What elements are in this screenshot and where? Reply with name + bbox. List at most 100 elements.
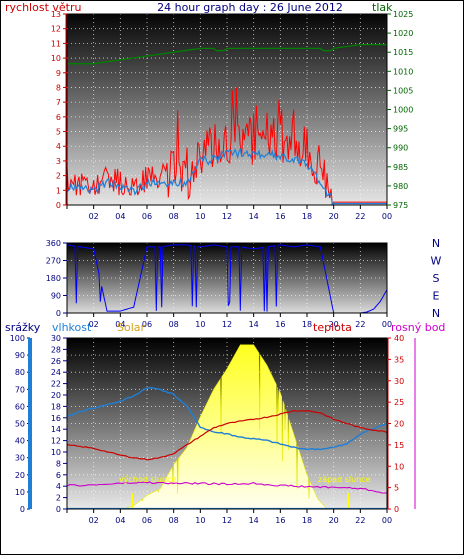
x-tick-label: 18 — [302, 212, 312, 221]
y-tick-label-wind: 13 — [51, 10, 61, 19]
direction-letter: E — [433, 290, 440, 303]
x-tick-label: 00 — [382, 516, 392, 525]
precipitation-axis-label: srážky — [5, 321, 41, 334]
pressure-axis-label: tlak — [372, 1, 393, 14]
y-tick-label-temp: 35 — [394, 355, 404, 364]
y-tick-label-humidity: 24 — [51, 368, 61, 377]
y-tick-label-precip: 50 — [15, 420, 25, 429]
y-tick-label-pressure: 1015 — [393, 48, 413, 57]
y-tick-label-wind: 10 — [51, 54, 61, 63]
x-tick-label: 22 — [355, 320, 365, 329]
x-tick-label: 04 — [115, 516, 125, 525]
dewpoint-line — [66, 481, 388, 494]
y-tick-label-precip: 20 — [15, 471, 25, 480]
wind-average-line — [66, 147, 387, 206]
y-tick-label-direction: 180 — [46, 274, 61, 283]
wind-panel-grid — [67, 13, 387, 205]
y-tick-label-temp: 20 — [394, 420, 404, 429]
x-tick-label: 14 — [249, 212, 259, 221]
x-tick-label: 06 — [142, 212, 152, 221]
y-tick-label-precip: 70 — [15, 385, 25, 394]
y-tick-label-wind: 11 — [51, 39, 61, 48]
y-tick-label-wind: 8 — [56, 83, 61, 92]
y-tick-label-humidity: 2 — [56, 494, 61, 503]
x-tick-label: 14 — [249, 516, 259, 525]
y-tick-label-humidity: 28 — [51, 345, 61, 354]
y-tick-label-precip: 60 — [15, 402, 25, 411]
temperature-axis-label: teplota — [313, 321, 352, 334]
x-tick-label: 04 — [115, 320, 125, 329]
x-tick-label: 12 — [222, 212, 232, 221]
direction-letter: N — [432, 307, 440, 320]
y-tick-label-humidity: 22 — [51, 380, 61, 389]
humidity-line — [66, 386, 388, 451]
y-tick-label-precip: 10 — [15, 488, 25, 497]
direction-letter: W — [431, 255, 442, 268]
y-tick-label-temp: 25 — [394, 398, 404, 407]
x-tick-label: 14 — [249, 320, 259, 329]
temperature-line — [66, 409, 388, 461]
x-tick-label: 10 — [195, 212, 205, 221]
y-tick-label-humidity: 6 — [56, 471, 61, 480]
x-tick-label: 06 — [142, 516, 152, 525]
x-tick-label: 18 — [302, 516, 312, 525]
humidity-axis-label: vlhkost — [52, 321, 92, 334]
y-tick-label-temp: 30 — [394, 377, 404, 386]
x-tick-label: 08 — [169, 212, 179, 221]
y-tick-label-wind: 9 — [56, 69, 61, 78]
pressure-line — [67, 43, 387, 65]
y-tick-label-pressure: 1025 — [393, 10, 413, 19]
direction-letter: N — [432, 237, 440, 250]
y-tick-label-temp: 40 — [394, 334, 404, 343]
x-tick-label: 16 — [275, 212, 285, 221]
y-tick-label-temp: 5 — [394, 484, 399, 493]
x-tick-label: 18 — [302, 320, 312, 329]
x-tick-label: 02 — [89, 516, 99, 525]
x-tick-label: 20 — [329, 212, 339, 221]
y-tick-label-precip: 100 — [10, 334, 25, 343]
y-tick-label-wind: 2 — [56, 172, 61, 181]
x-tick-label: 12 — [222, 516, 232, 525]
y-tick-label-wind: 0 — [56, 201, 61, 210]
wind-speed-axis-label: rychlost větru — [5, 1, 81, 14]
y-tick-label-pressure: 1005 — [393, 86, 413, 95]
x-tick-label: 16 — [275, 516, 285, 525]
y-tick-label-humidity: 30 — [51, 334, 61, 343]
direction-letter: S — [433, 272, 440, 285]
x-tick-label: 02 — [89, 212, 99, 221]
sunrise-label: východ slunce — [119, 475, 176, 484]
y-tick-label-pressure: 1020 — [393, 29, 413, 38]
y-tick-label-precip: 0 — [20, 505, 25, 514]
y-tick-label-pressure: 1000 — [393, 106, 413, 115]
sunset-label: západ slunce — [318, 475, 371, 484]
y-tick-label-humidity: 18 — [51, 402, 61, 411]
chart-title: 24 hour graph day : 26 June 2012 — [157, 1, 343, 14]
dewpoint-axis-label: rosný bod — [391, 321, 445, 334]
y-tick-label-precip: 40 — [15, 437, 25, 446]
y-tick-label-precip: 30 — [15, 454, 25, 463]
y-tick-label-pressure: 1010 — [393, 67, 413, 76]
wind-speed-line — [66, 87, 387, 206]
x-tick-label: 02 — [89, 320, 99, 329]
y-tick-label-precip: 90 — [15, 351, 25, 360]
x-tick-label: 20 — [329, 516, 339, 525]
y-tick-label-precip: 80 — [15, 368, 25, 377]
wind-panel-series — [66, 43, 387, 206]
x-tick-label: 00 — [382, 320, 392, 329]
x-tick-label: 20 — [329, 320, 339, 329]
y-tick-label-humidity: 0 — [56, 505, 61, 514]
x-tick-label: 08 — [169, 320, 179, 329]
y-tick-label-wind: 6 — [56, 113, 61, 122]
y-tick-label-temp: 0 — [394, 505, 399, 514]
y-tick-label-wind: 3 — [56, 157, 61, 166]
y-tick-label-pressure: 980 — [393, 182, 408, 191]
y-tick-label-humidity: 10 — [51, 448, 61, 457]
x-tick-label: 22 — [355, 212, 365, 221]
y-tick-label-temp: 15 — [394, 441, 404, 450]
y-tick-label-direction: 270 — [46, 257, 61, 266]
x-tick-label: 22 — [355, 516, 365, 525]
x-tick-label: 04 — [115, 212, 125, 221]
y-tick-label-humidity: 4 — [56, 482, 61, 491]
